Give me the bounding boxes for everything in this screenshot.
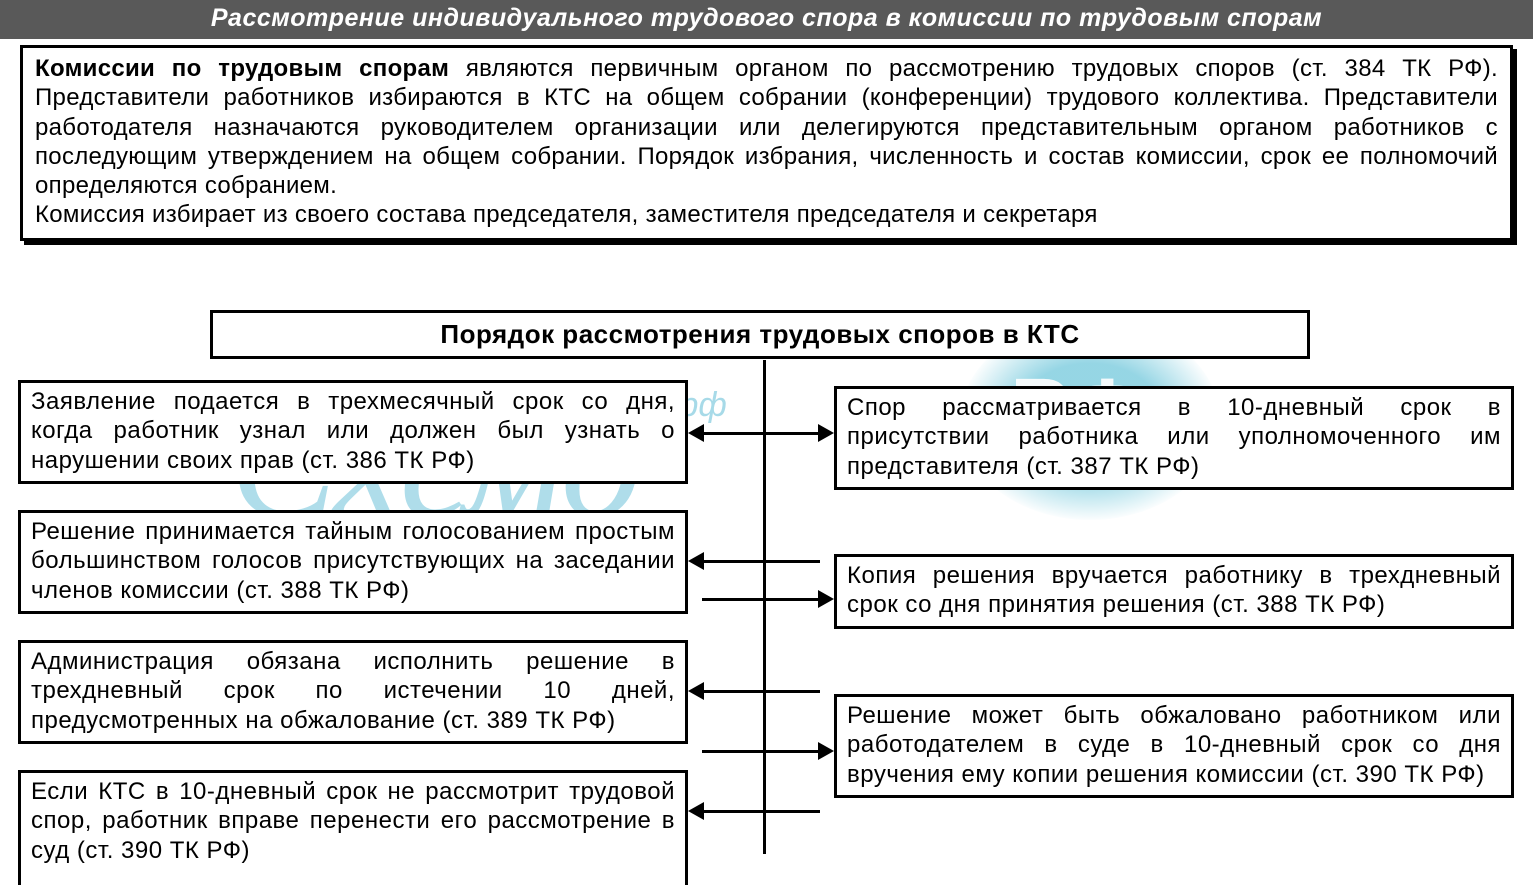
- intro-tail: Комиссия избирает из своего состава пред…: [35, 201, 1098, 228]
- flow-node-l3: Администрация обязана исполнить решение …: [18, 640, 688, 744]
- section-subheader: Порядок рассмотрения трудовых споров в К…: [210, 310, 1310, 359]
- flow-node-l2: Решение принимается тайным голосованием …: [18, 510, 688, 614]
- flow-node-r3: Решение может быть обжаловано работником…: [834, 694, 1514, 798]
- flow-node-r2: Копия решения вручается работнику в трех…: [834, 554, 1514, 629]
- intro-paragraph: Комиссии по трудовым спорам являются пер…: [20, 45, 1513, 241]
- intro-lead: Комиссии по трудовым спорам: [35, 55, 466, 82]
- page-title: Рассмотрение индивидуального трудового с…: [0, 0, 1533, 39]
- flow-node-l4: Если КТС в 10-дневный срок не рассмотрит…: [18, 770, 688, 885]
- flow-node-r1: Спор рассматривается в 10-дневный срок в…: [834, 386, 1514, 490]
- flow-node-l1: Заявление подается в трехмесячный срок с…: [18, 380, 688, 484]
